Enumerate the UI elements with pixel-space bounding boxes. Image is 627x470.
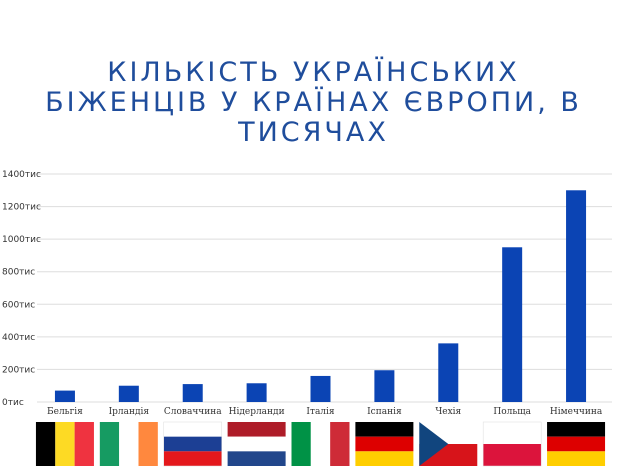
x-category-label: Ірландія (109, 407, 150, 417)
x-category-label: Бельгія (47, 407, 83, 417)
poland-flag-icon (482, 421, 542, 467)
russia-flag-icon (163, 421, 222, 467)
bar (118, 385, 139, 402)
country-flags (35, 421, 606, 467)
y-tick-label: 1000тис (2, 235, 41, 245)
chart-title-line-1: КІЛЬКІСТЬ УКРАЇНСЬКИХ (107, 57, 520, 88)
bar (54, 390, 75, 402)
y-tick-label: 800тис (2, 268, 35, 278)
x-category-label: Німеччина (550, 407, 603, 417)
x-category-label: Польща (493, 407, 531, 417)
italy-flag-icon (291, 422, 350, 466)
ireland-flag-icon (99, 422, 158, 466)
bar (310, 375, 331, 402)
bar (374, 370, 395, 402)
germany-flag-icon (547, 422, 606, 466)
x-axis-category-labels: Бельгія Ірландія Словаччина Нідерланди Італі… (47, 407, 603, 417)
x-category-label: Словаччина (164, 407, 222, 417)
bar (566, 190, 587, 402)
chart-title-line-2: БІЖЕНЦІВ У КРАЇНАХ ЄВРОПИ, В (45, 87, 582, 118)
x-category-label: Чехія (435, 407, 461, 417)
chart-title-line-3: ТИСЯЧАХ (238, 117, 389, 148)
y-tick-label: 1200тис (2, 203, 41, 213)
netherlands-flag-icon (227, 422, 286, 466)
bar (438, 343, 459, 402)
y-tick-label: 400тис (2, 333, 35, 343)
y-tick-label: 200тис (2, 365, 35, 375)
y-tick-label: 0тис (2, 398, 24, 408)
chart-title: КІЛЬКІСТЬ УКРАЇНСЬКИХ БІЖЕНЦІВ У КРАЇНАХ… (0, 58, 627, 148)
x-category-label: Італія (306, 407, 334, 417)
y-axis-tick-labels: 0тис 200тис 400тис 600тис 800тис 1000тис 1200т… (2, 170, 41, 408)
bar (246, 383, 267, 402)
czechia-flag-icon (419, 422, 478, 466)
x-category-label: Нідерланди (229, 407, 285, 417)
grid-lines (37, 173, 612, 403)
germany-flag-icon (355, 422, 414, 466)
bars (54, 190, 587, 402)
bar (182, 384, 203, 402)
y-tick-label: 600тис (2, 300, 35, 310)
y-tick-label: 1400тис (2, 170, 41, 180)
x-category-label: Іспанія (367, 407, 402, 417)
bar (502, 247, 523, 402)
belgium-flag-icon (35, 422, 94, 466)
